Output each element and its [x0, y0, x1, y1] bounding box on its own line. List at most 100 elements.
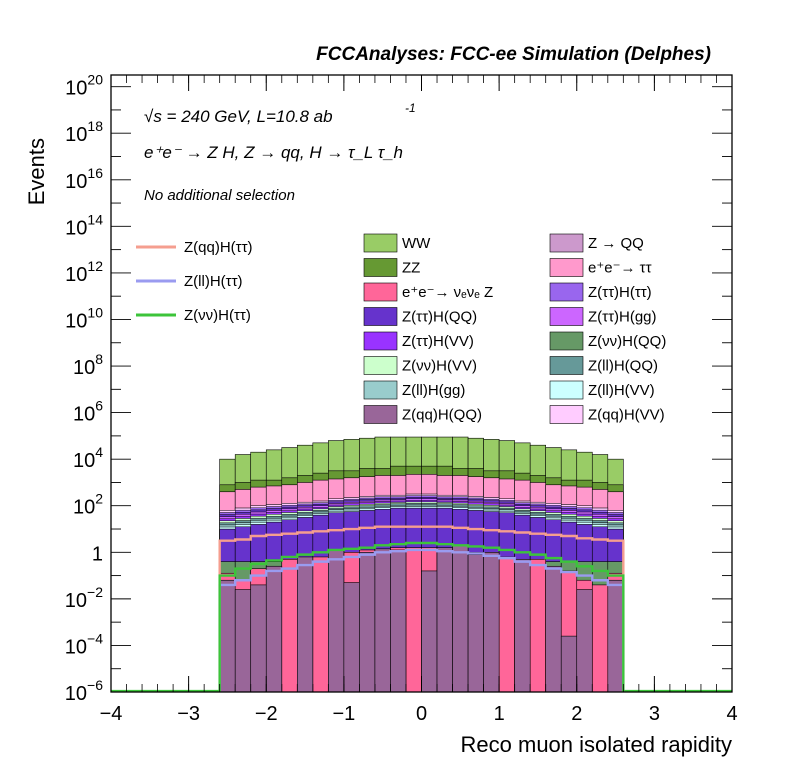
bar-higgs-stripe — [405, 503, 422, 506]
bar-higgs-stripe — [312, 510, 329, 513]
bar-higgs-stripe — [343, 498, 360, 501]
bar-higgs-stripe — [312, 502, 329, 505]
bar-higgs-stripe — [529, 510, 546, 513]
bar-higgs-stripe — [359, 499, 376, 502]
bar-higgs-stripe — [483, 503, 500, 506]
bar-higgs-stripe — [312, 503, 329, 506]
bar-higgs-stripe — [328, 504, 345, 507]
y-tick-label: 102 — [73, 491, 103, 519]
bar-higgs-stripe — [374, 505, 391, 508]
bar-zqq-hqq — [296, 556, 314, 693]
bar-higgs-stripe — [328, 498, 345, 501]
bar-higgs-stripe — [607, 526, 624, 530]
bar-higgs-stripe — [250, 509, 267, 513]
bar-higgs-stripe — [467, 507, 484, 510]
bar-higgs-stripe — [312, 505, 329, 508]
bar-higgs-stripe — [390, 506, 407, 509]
bar-higgs-stripe — [328, 501, 345, 504]
bar-higgs-stripe — [421, 493, 438, 496]
bar-higgs-stripe — [281, 505, 298, 508]
bar-higgs-stripe — [359, 508, 376, 511]
bar-higgs-stripe — [374, 498, 391, 501]
bar-higgs-stripe — [359, 503, 376, 506]
signal-line — [218, 548, 625, 692]
bar-higgs-stripe — [467, 503, 484, 506]
legend-box-label: Z(ττ)H(ττ) — [588, 284, 652, 301]
bar-higgs-stripe — [219, 516, 236, 519]
x-tick-label: 4 — [726, 703, 737, 725]
bar-higgs-stripe — [281, 512, 298, 515]
bar-higgs-stripe — [234, 522, 251, 525]
legend-box-swatch — [549, 356, 584, 375]
bar-higgs-stripe — [328, 509, 345, 512]
y-tick-label: 1010 — [65, 304, 103, 332]
bar-higgs-stripe — [576, 515, 593, 519]
chart-title: FCCAnalyses: FCC-ee Simulation (Delphes) — [316, 44, 711, 65]
bar-higgs-stripe — [312, 500, 329, 503]
bar-zqq-hqq — [265, 565, 283, 693]
bar-higgs-stripe — [281, 514, 298, 517]
bar-higgs-stripe — [234, 509, 251, 513]
bar-higgs-stripe — [592, 514, 609, 517]
bar-higgs-stripe — [561, 506, 577, 509]
bar-higgs-stripe — [436, 495, 453, 497]
y-tick-label: 10−4 — [65, 630, 103, 658]
bar-higgs-stripe — [421, 504, 438, 507]
bar-zqq-hqq — [421, 570, 438, 693]
bar-higgs-stripe — [421, 496, 438, 499]
bar-higgs-stripe — [467, 508, 484, 511]
bar-higgs-stripe — [452, 504, 469, 507]
bar-higgs-stripe — [374, 501, 391, 504]
y-axis-ticks: 10−6 10−4 10−2 1 102 104 106 108 1010 1012 1014 101… — [65, 72, 732, 705]
bar-higgs-stripe — [250, 515, 267, 519]
bar-higgs-stripe — [514, 503, 531, 506]
legend-box-swatch — [549, 282, 584, 302]
bar-higgs-stripe — [514, 511, 531, 514]
bar-higgs-stripe — [234, 524, 251, 527]
bar-higgs-stripe — [483, 505, 500, 508]
bar-zqq-hqq — [374, 548, 391, 693]
bar-higgs-stripe — [343, 497, 360, 500]
bar-higgs-stripe — [405, 496, 422, 499]
bar-higgs-stripe — [452, 498, 469, 501]
bar-ee-nunu-z — [312, 556, 329, 693]
bar-higgs-stripe — [219, 514, 236, 517]
bar-higgs-stripe — [483, 502, 500, 504]
bar-higgs-stripe — [234, 518, 251, 521]
bar-higgs-stripe — [219, 512, 236, 515]
bar-higgs-stripe — [607, 518, 624, 521]
bar-higgs-stripe — [467, 499, 484, 502]
bar-higgs-stripe — [312, 508, 329, 511]
bar-higgs-stripe — [297, 515, 314, 518]
bar-higgs-stripe — [576, 520, 593, 523]
bar-higgs-stripe — [545, 508, 562, 511]
legend-box-label: WW — [402, 235, 431, 252]
bar-higgs-stripe — [343, 508, 360, 511]
bar-higgs-stripe — [452, 496, 469, 499]
bar-higgs-stripe — [405, 498, 422, 501]
bar-higgs-stripe — [483, 500, 500, 503]
bar-higgs-stripe — [343, 500, 360, 503]
legend-box-label: Z(ττ)H(QQ) — [402, 309, 477, 326]
bar-higgs-stripe — [436, 503, 453, 506]
legend-box-swatch — [549, 233, 584, 253]
bar-higgs-stripe — [607, 514, 624, 517]
bar-higgs-stripe — [266, 512, 282, 515]
bar-higgs-stripe — [234, 516, 251, 519]
bar-higgs-stripe — [405, 500, 422, 503]
bar-zqq-hqq — [234, 589, 252, 693]
bar-higgs-stripe — [498, 504, 515, 507]
y-tick-label: 10−2 — [65, 584, 103, 612]
bar-higgs-stripe — [250, 511, 267, 515]
bar-higgs-stripe — [405, 504, 422, 507]
legend-box-swatch — [363, 282, 398, 302]
legend-box-swatch — [549, 307, 584, 326]
bar-higgs-stripe — [328, 500, 345, 503]
legend-box-label: Z(νν)H(VV) — [402, 358, 477, 375]
bar-higgs-stripe — [266, 506, 282, 509]
bar-higgs-stripe — [436, 505, 453, 507]
bar-higgs-stripe — [312, 513, 329, 516]
y-tick-label: 10−6 — [65, 677, 103, 705]
bar-higgs-stripe — [359, 505, 376, 508]
